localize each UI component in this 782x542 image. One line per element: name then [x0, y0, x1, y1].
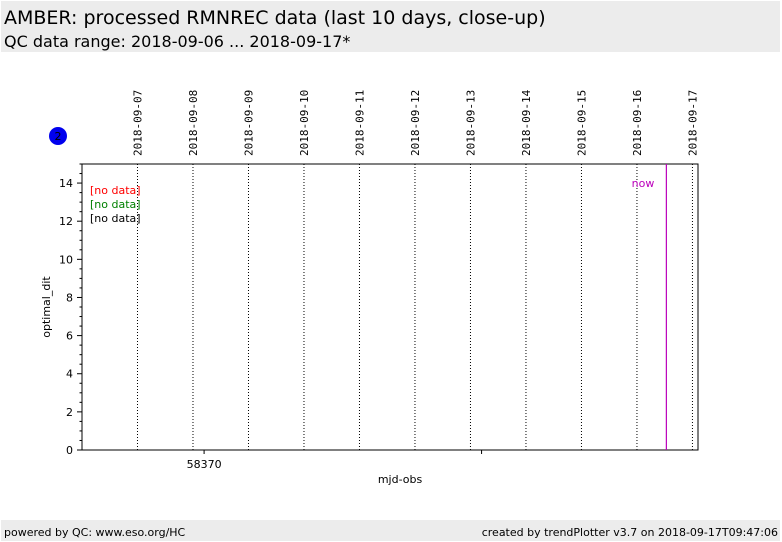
y-tick-label: 4: [66, 368, 73, 381]
date-label: 2018-09-08: [187, 90, 200, 156]
y-tick-label: 14: [59, 177, 73, 190]
now-label: now: [632, 177, 655, 190]
badge-circle: [49, 127, 67, 145]
date-label: 2018-09-16: [631, 90, 644, 156]
date-label: 2018-09-07: [131, 90, 144, 156]
legend-entry: [no data]: [90, 198, 141, 211]
x-axis-label: mjd-obs: [378, 473, 423, 486]
y-tick-label: 12: [59, 215, 73, 228]
date-label: 2018-09-13: [464, 90, 477, 156]
date-label: 2018-09-14: [520, 89, 533, 156]
date-label: 2018-09-15: [575, 90, 588, 156]
y-tick-label: 8: [66, 291, 73, 304]
y-tick-label: 0: [66, 444, 73, 457]
page-subtitle: QC data range: 2018-09-06 ... 2018-09-17…: [4, 32, 351, 51]
y-tick-label: 6: [66, 330, 73, 343]
plot-frame: [81, 163, 699, 451]
footer-created-by: created by trendPlotter v3.7 on 2018-09-…: [481, 526, 778, 539]
y-tick-label: 10: [59, 253, 73, 266]
page-title: AMBER: processed RMNREC data (last 10 da…: [4, 7, 546, 29]
date-label: 2018-09-09: [242, 90, 255, 156]
legend-entry: [no data]: [90, 212, 141, 225]
date-label: 2018-09-17: [686, 90, 699, 156]
date-label: 2018-09-10: [298, 90, 311, 156]
date-label: 2018-09-12: [409, 90, 422, 156]
legend-entry: [no data]: [90, 184, 141, 197]
y-axis-label: optimal_dit: [40, 276, 53, 338]
footer-bar: powered by QC: www.eso.org/HC created by…: [1, 520, 780, 541]
badge-label: 2: [55, 130, 62, 143]
x-tick-label: 58370: [187, 458, 222, 471]
footer-powered-by: powered by QC: www.eso.org/HC: [4, 526, 186, 539]
y-tick-label: 2: [66, 406, 73, 419]
header-bar: AMBER: processed RMNREC data (last 10 da…: [1, 1, 780, 52]
date-label: 2018-09-11: [353, 90, 366, 156]
